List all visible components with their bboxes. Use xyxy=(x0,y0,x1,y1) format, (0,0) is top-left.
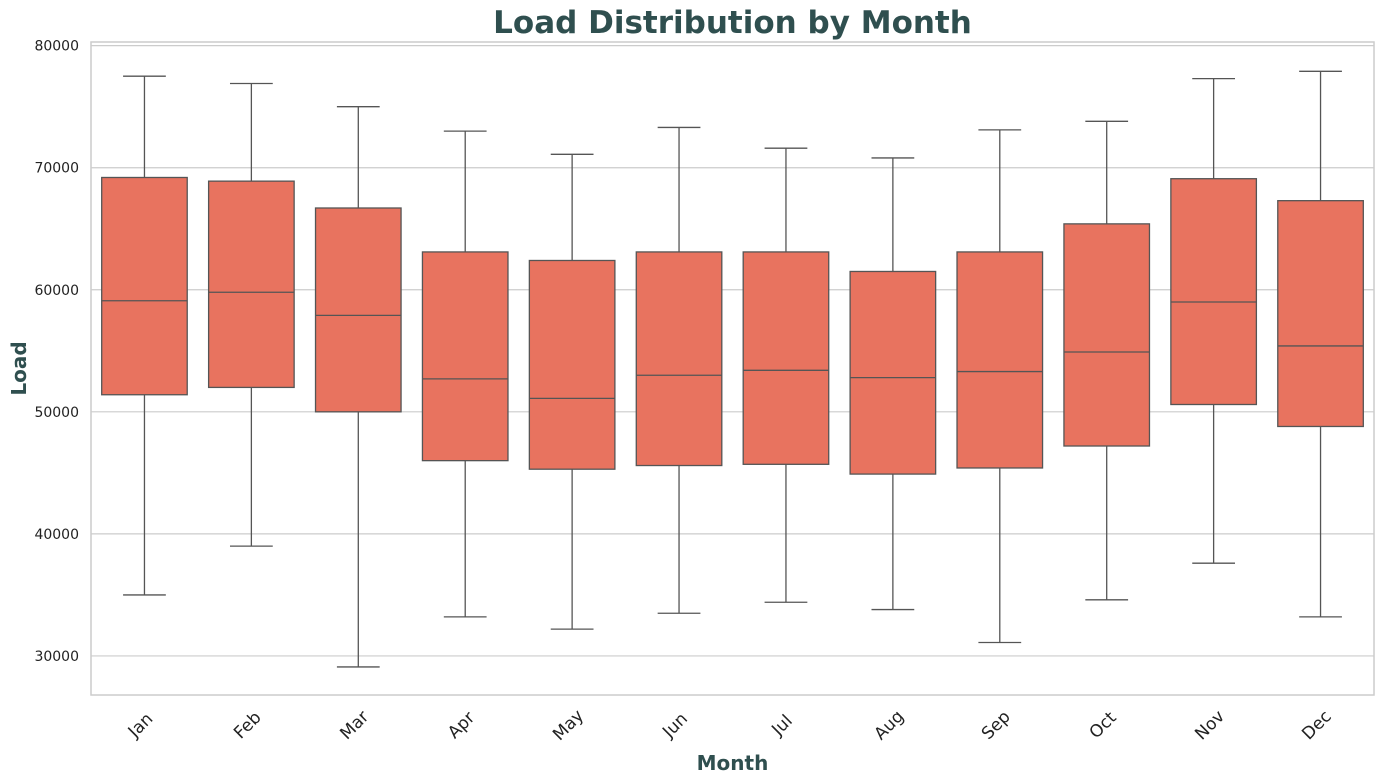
box-apr xyxy=(421,130,509,618)
y-tick-labels: 30000 40000 50000 60000 70000 80000 xyxy=(34,39,79,665)
box-mar xyxy=(314,106,402,668)
x-tick-label: Nov xyxy=(1191,707,1229,745)
y-tick-label: 50000 xyxy=(34,405,79,421)
x-tick-label: Dec xyxy=(1298,707,1335,744)
box-body xyxy=(635,251,723,467)
box-jan xyxy=(101,75,188,596)
x-tick-label: Aug xyxy=(871,707,909,745)
y-axis-label: Load xyxy=(7,341,31,395)
box-nov xyxy=(1170,77,1258,564)
box-body xyxy=(1063,223,1151,447)
x-tick-label: Jan xyxy=(124,709,157,742)
box-jul xyxy=(742,147,830,603)
box-oct xyxy=(1063,120,1151,601)
x-tick-label: Oct xyxy=(1086,708,1121,743)
box-aug xyxy=(849,157,937,611)
x-tick-label: May xyxy=(549,706,588,745)
box-body xyxy=(528,259,616,470)
x-tick-label: Feb xyxy=(230,708,265,743)
box-dec xyxy=(1277,70,1364,618)
y-tick-label: 40000 xyxy=(34,527,79,543)
x-tick-label: Jul xyxy=(767,711,796,740)
box-body xyxy=(956,251,1044,469)
x-tick-label: Jun xyxy=(658,709,692,743)
box-may xyxy=(528,153,616,630)
box-body xyxy=(101,176,188,396)
boxes xyxy=(101,70,1364,668)
box-jun xyxy=(635,126,723,614)
y-tick-label: 70000 xyxy=(34,161,79,177)
x-tick-labels: Jan Feb Mar Apr May Jun Jul Aug Sep Oct Nov Dec xyxy=(124,706,1336,745)
y-tick-label: 60000 xyxy=(34,283,79,299)
y-tick-label: 80000 xyxy=(34,39,79,55)
box-sep xyxy=(956,129,1044,644)
box-feb xyxy=(207,82,295,547)
box-body xyxy=(1170,178,1258,406)
x-tick-label: Sep xyxy=(978,707,1015,744)
y-tick-label: 30000 xyxy=(34,649,79,665)
grid-lines xyxy=(91,45,1374,657)
box-body xyxy=(1277,200,1364,428)
box-body xyxy=(849,270,937,475)
x-tick-label: Apr xyxy=(444,708,479,743)
x-tick-label: Mar xyxy=(336,707,373,744)
x-axis-label: Month xyxy=(697,751,769,775)
box-body xyxy=(207,180,295,389)
box-body xyxy=(421,251,509,462)
chart-title: Load Distribution by Month xyxy=(493,5,972,41)
plot-frame xyxy=(90,41,1375,696)
box-body xyxy=(314,207,402,413)
box-body xyxy=(742,251,830,465)
